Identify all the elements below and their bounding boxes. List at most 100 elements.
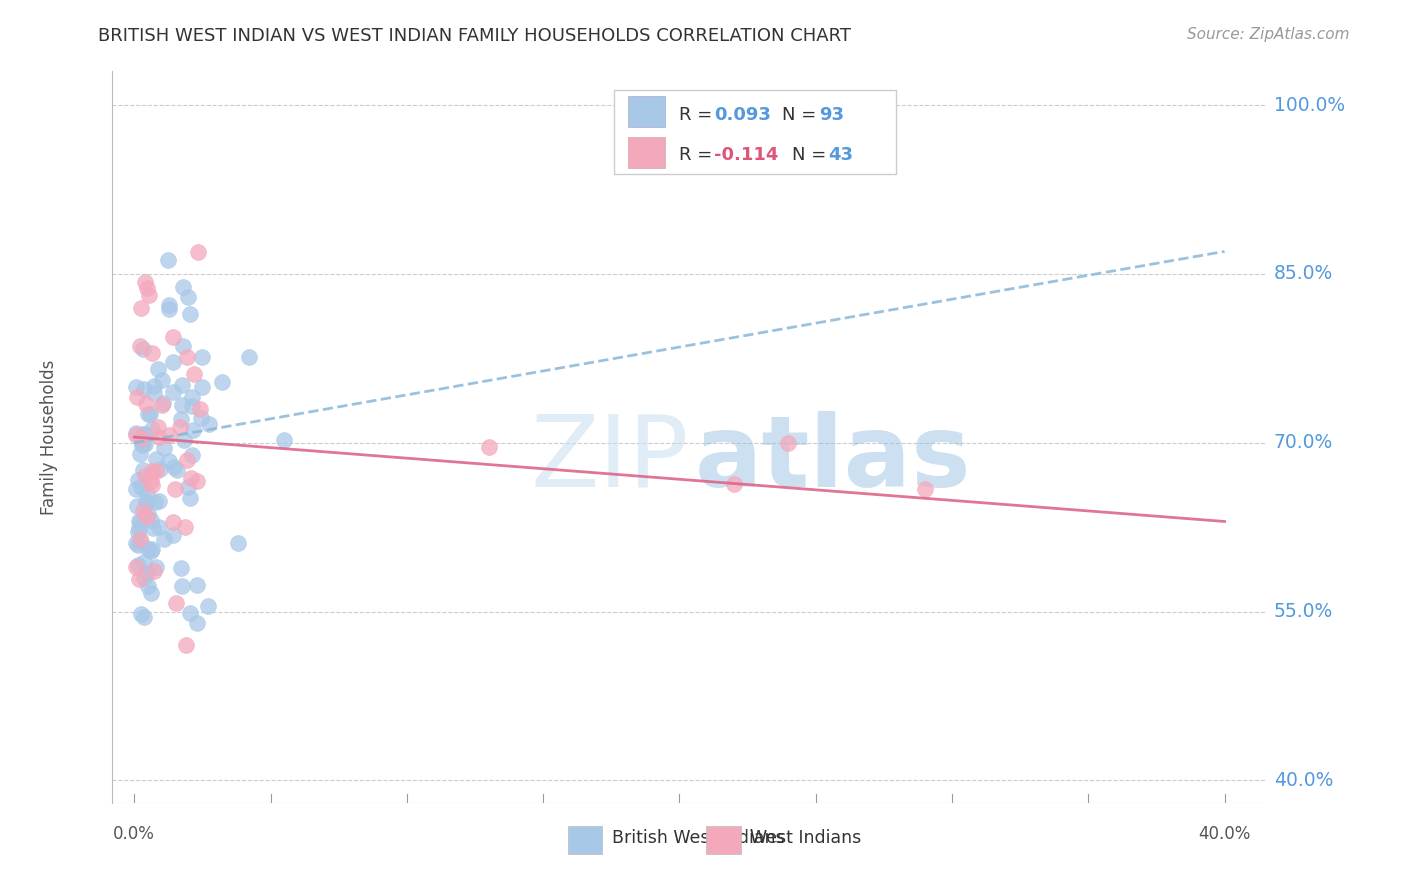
Point: [132, 463, 155, 477]
Point: [173, 433, 195, 447]
Text: West Indians: West Indians: [749, 829, 862, 847]
Text: 100.0%: 100.0%: [1274, 95, 1344, 114]
Point: [141, 541, 163, 556]
Point: [128, 515, 150, 529]
Point: [165, 596, 187, 610]
Point: [149, 462, 172, 476]
Point: [157, 301, 180, 316]
Point: [190, 411, 212, 425]
Point: [125, 380, 148, 394]
Point: [142, 386, 165, 401]
Point: [226, 536, 249, 550]
Point: [188, 401, 211, 416]
Point: [127, 538, 149, 552]
Point: [157, 298, 180, 312]
Point: [129, 339, 152, 353]
Point: [129, 535, 152, 549]
Point: [186, 615, 208, 630]
Point: [186, 474, 208, 488]
Point: [181, 423, 204, 437]
Text: 70.0%: 70.0%: [1274, 434, 1333, 452]
Point: [141, 464, 163, 478]
Point: [135, 486, 157, 500]
Point: [129, 607, 152, 621]
Point: [127, 558, 149, 572]
Point: [156, 253, 179, 268]
Point: [136, 541, 159, 556]
Text: Family Households: Family Households: [39, 359, 58, 515]
FancyBboxPatch shape: [568, 826, 603, 855]
Point: [478, 440, 501, 454]
Point: [135, 509, 157, 524]
Point: [183, 367, 205, 381]
Point: [162, 330, 184, 344]
Text: 93: 93: [820, 106, 844, 124]
Text: ZIP: ZIP: [530, 410, 689, 508]
Point: [177, 290, 200, 304]
Point: [136, 579, 159, 593]
Point: [134, 468, 156, 483]
Point: [153, 442, 176, 456]
Point: [131, 504, 153, 518]
Text: 55.0%: 55.0%: [1274, 602, 1333, 621]
Point: [148, 362, 170, 376]
Point: [131, 438, 153, 452]
Point: [127, 499, 149, 513]
Point: [778, 436, 800, 450]
Point: [142, 521, 165, 535]
Point: [124, 428, 146, 442]
Point: [150, 373, 173, 387]
Point: [170, 561, 193, 575]
Point: [176, 453, 198, 467]
Text: Source: ZipAtlas.com: Source: ZipAtlas.com: [1187, 27, 1350, 42]
Point: [131, 301, 153, 316]
Point: [148, 430, 170, 444]
Point: [172, 339, 194, 353]
Point: [179, 491, 201, 505]
Point: [180, 471, 202, 485]
Point: [148, 520, 170, 534]
Point: [135, 281, 157, 295]
FancyBboxPatch shape: [706, 826, 741, 855]
Point: [152, 396, 174, 410]
Text: N =: N =: [782, 106, 823, 124]
Point: [197, 599, 219, 613]
Text: 40.0%: 40.0%: [1198, 825, 1251, 843]
Point: [148, 419, 170, 434]
Point: [723, 477, 745, 491]
Point: [150, 398, 173, 412]
Text: 85.0%: 85.0%: [1274, 264, 1333, 284]
Point: [124, 425, 146, 440]
Text: 40.0%: 40.0%: [1274, 771, 1333, 789]
Point: [179, 606, 201, 620]
Point: [141, 345, 163, 359]
Point: [198, 417, 221, 431]
Text: 0.0%: 0.0%: [114, 825, 155, 843]
Text: BRITISH WEST INDIAN VS WEST INDIAN FAMILY HOUSEHOLDS CORRELATION CHART: BRITISH WEST INDIAN VS WEST INDIAN FAMIL…: [98, 27, 852, 45]
Point: [124, 482, 146, 496]
Point: [179, 307, 201, 321]
Point: [172, 378, 194, 392]
Point: [169, 420, 191, 434]
Point: [141, 422, 163, 436]
Point: [132, 382, 155, 396]
Point: [176, 351, 198, 365]
Point: [132, 555, 155, 569]
Point: [172, 280, 194, 294]
Point: [152, 533, 174, 547]
Point: [136, 494, 159, 508]
FancyBboxPatch shape: [614, 90, 897, 174]
Point: [141, 478, 163, 492]
Point: [143, 495, 166, 509]
Point: [162, 527, 184, 541]
Point: [138, 288, 160, 302]
Point: [238, 351, 260, 365]
Point: [131, 436, 153, 450]
Point: [134, 437, 156, 451]
Point: [127, 524, 149, 539]
Point: [134, 571, 156, 585]
Point: [170, 398, 193, 412]
Text: R =: R =: [679, 106, 717, 124]
Point: [162, 355, 184, 369]
Point: [145, 451, 167, 466]
